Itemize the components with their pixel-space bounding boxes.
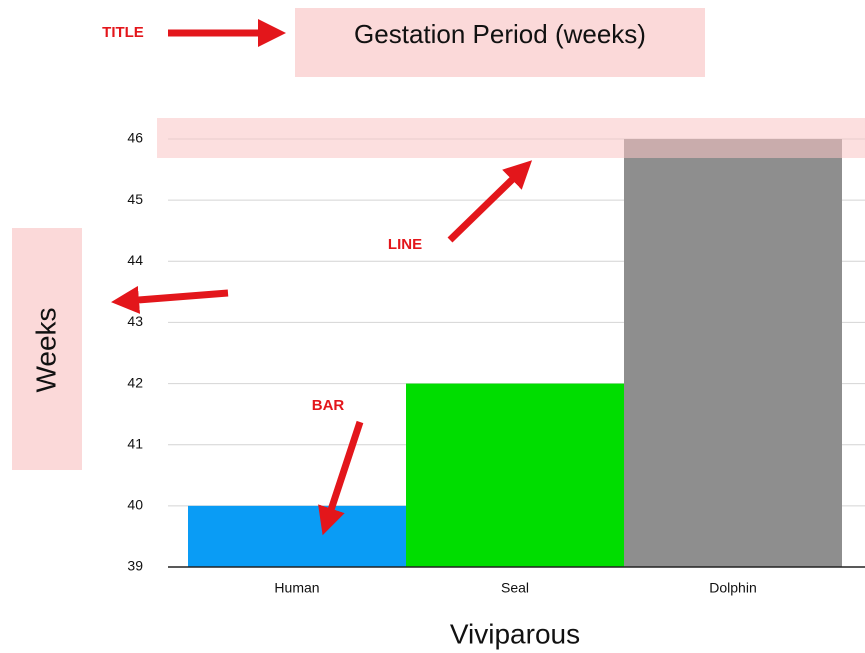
arrow [318, 420, 364, 536]
title-highlight [295, 8, 705, 77]
annotation: BAR [312, 397, 345, 414]
y-axis-label: Weeks [30, 307, 61, 392]
bar [624, 139, 842, 567]
arrow [111, 285, 229, 314]
y-tick-label: 45 [127, 191, 143, 207]
y-tick-label: 42 [127, 374, 143, 390]
arrows [111, 19, 533, 536]
y-tick-label: 43 [127, 313, 143, 329]
x-tick-label: Dolphin [709, 580, 756, 596]
x-tick-label: Seal [501, 580, 529, 596]
chart-title: Gestation Period (weeks) [354, 19, 646, 49]
y-label-highlight [12, 228, 82, 470]
bar [188, 505, 406, 567]
arrow [447, 160, 533, 243]
line-highlight [157, 118, 865, 158]
plot: 39 40 41 42 43 44 45 46 Human Seal Dolphin [127, 130, 865, 596]
x-tick-label: Human [274, 580, 319, 596]
annotation: TITLE [102, 24, 144, 41]
y-tick-label: 39 [127, 558, 143, 574]
y-tick-label: 44 [127, 252, 143, 268]
x-axis-label: Viviparous [450, 618, 580, 649]
bar [406, 383, 624, 567]
y-tick-label: 40 [127, 497, 143, 513]
annotation: LINE [388, 236, 422, 253]
y-tick-label: 41 [127, 435, 143, 451]
y-tick-label: 46 [127, 130, 143, 146]
